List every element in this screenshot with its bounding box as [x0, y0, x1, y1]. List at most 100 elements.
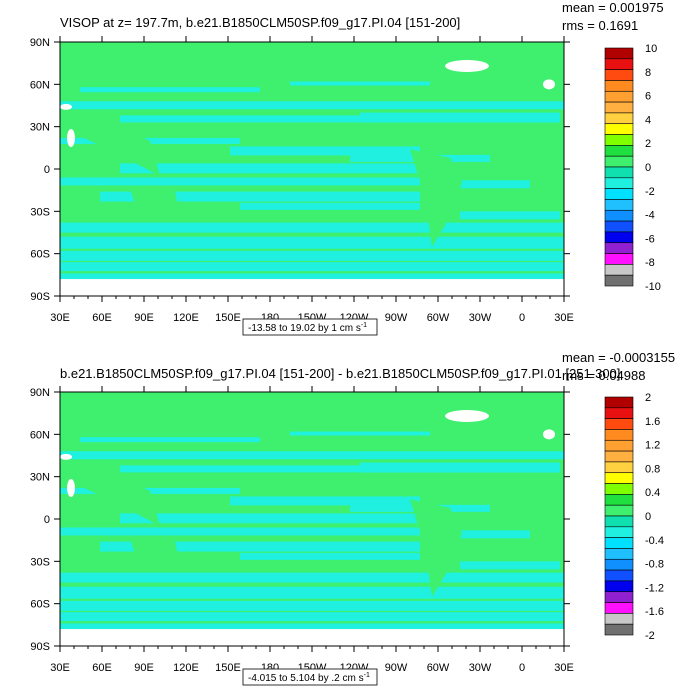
y-tick-label: 90N: [30, 387, 50, 399]
ocean-band: [440, 180, 530, 189]
panel-title: VISOP at z= 197.7m, b.e21.B1850CLM50SP.f…: [60, 15, 460, 30]
y-tick-label: 60N: [30, 429, 50, 441]
x-tick-label: 90E: [134, 662, 154, 674]
continent: [410, 499, 462, 597]
ocean-band: [360, 462, 560, 473]
x-tick-label: 120E: [173, 312, 199, 324]
continent: [130, 538, 180, 569]
colorbar-swatch: [604, 80, 634, 92]
colorbar-swatch: [604, 90, 634, 103]
baltic: [543, 79, 555, 90]
colorbar-swatch: [604, 558, 634, 571]
colorbar-swatch: [604, 602, 634, 614]
mean-stat: mean = 0.001975: [562, 0, 664, 15]
continent: [130, 188, 180, 219]
y-tick-label: 30S: [30, 556, 50, 568]
x-tick-label: 60W: [427, 312, 450, 324]
y-tick-label: 0: [44, 514, 50, 526]
x-tick-label: 0: [519, 662, 525, 674]
ocean-band: [240, 202, 420, 210]
x-tick-label: 30E: [554, 662, 574, 674]
colorbar-label: -1.6: [645, 606, 664, 618]
ocean-band: [360, 112, 560, 123]
colorbar-label: -2: [645, 186, 655, 198]
ocean-band: [460, 211, 560, 220]
ocean-band: [230, 496, 420, 506]
colorbar-swatch: [604, 188, 634, 200]
ocean-band: [60, 623, 564, 630]
colorbar-swatch: [604, 407, 634, 419]
colorbar-swatch: [604, 242, 634, 254]
colorbar-label: 0.8: [645, 463, 660, 475]
range-box-frame: [242, 668, 378, 686]
colorbar-swatch: [604, 483, 634, 495]
y-tick-label: 60N: [30, 79, 50, 91]
y-tick-label: 60S: [30, 249, 50, 261]
x-tick-label: 60W: [427, 662, 450, 674]
panel-2: 30E 60E 90E 120E 150E 180 150W 120W 90W 60W 30W 0 30…: [30, 350, 675, 686]
colorbar-swatch: [604, 145, 634, 157]
x-tick-label: 30W: [469, 662, 492, 674]
continent: [60, 469, 160, 527]
colorbar-label: -0.4: [645, 535, 664, 547]
continent: [60, 119, 160, 177]
colorbar-swatch: [604, 155, 634, 168]
range-unit-exponent: -1: [364, 672, 370, 679]
ocean-band: [120, 163, 420, 174]
ocean-band: [60, 572, 564, 583]
y-tick-label: 30N: [30, 472, 50, 484]
ocean-band: [60, 222, 564, 233]
greenland: [445, 409, 489, 422]
x-tick-label: 60E: [92, 662, 112, 674]
panel-1: 30E 60E 90E 120E 150E 180 150W 120W 90W 60W 30W 0 30…: [30, 0, 664, 336]
colorbar-label: 0: [645, 162, 651, 174]
ocean-band: [290, 431, 430, 436]
range-label: -13.58 to 19.02 by 1 cm s-1: [248, 322, 367, 334]
colorbar-swatch: [604, 220, 634, 233]
colorbar-label: 0: [645, 511, 651, 523]
rms-stat: rms = 0.04988: [562, 368, 645, 383]
ocean-band: [60, 236, 564, 249]
y-tick-label: 90S: [30, 291, 50, 303]
ocean-band: [60, 177, 420, 186]
ocean-band: [60, 262, 564, 272]
rms-stat: rms = 0.1691: [562, 18, 638, 33]
ocean-band: [100, 191, 420, 202]
ocean-band: [60, 527, 420, 536]
y-tick-label: 90S: [30, 641, 50, 653]
ocean-band: [60, 586, 564, 599]
caspian: [60, 453, 72, 460]
range-box: -13.58 to 19.02 by 1 cm s-1: [242, 318, 378, 336]
colorbar-swatch: [604, 548, 634, 560]
colorbar-swatch: [604, 123, 634, 135]
x-tick-label: 30E: [50, 662, 70, 674]
y-tick-label: 0: [44, 164, 50, 176]
x-tick-label: 30W: [469, 312, 492, 324]
ocean-band: [60, 612, 564, 622]
range-text: -13.58 to 19.02 by 1 cm s: [248, 323, 361, 334]
x-tick-label: 30E: [554, 312, 574, 324]
x-tick-label: 0: [519, 312, 525, 324]
colorbar-swatch: [604, 264, 634, 276]
colorbar-swatch: [604, 613, 634, 625]
colorbar-swatch: [604, 580, 634, 593]
antarctica: [60, 629, 564, 646]
y-tick-label: 60S: [30, 599, 50, 611]
colorbar-swatch: [604, 101, 634, 114]
colorbar-swatch: [604, 515, 634, 528]
ocean-band: [60, 600, 564, 611]
baltic: [543, 429, 555, 440]
colorbar-swatch: [604, 461, 634, 474]
range-box: -4.015 to 5.104 by .2 cm s-1: [242, 668, 378, 686]
colorbar-label: -6: [645, 233, 655, 245]
x-tick-label: 90W: [385, 312, 408, 324]
ocean-band: [460, 561, 560, 570]
colorbar-label: -1.2: [645, 582, 664, 594]
range-label: -4.015 to 5.104 by .2 cm s-1: [248, 672, 370, 684]
ocean-band: [80, 437, 260, 443]
x-tick-label: 90W: [385, 662, 408, 674]
colorbar-label: -10: [645, 281, 661, 293]
ocean-band: [240, 552, 420, 560]
ocean-band: [60, 101, 564, 110]
colorbar-swatch: [604, 418, 634, 430]
